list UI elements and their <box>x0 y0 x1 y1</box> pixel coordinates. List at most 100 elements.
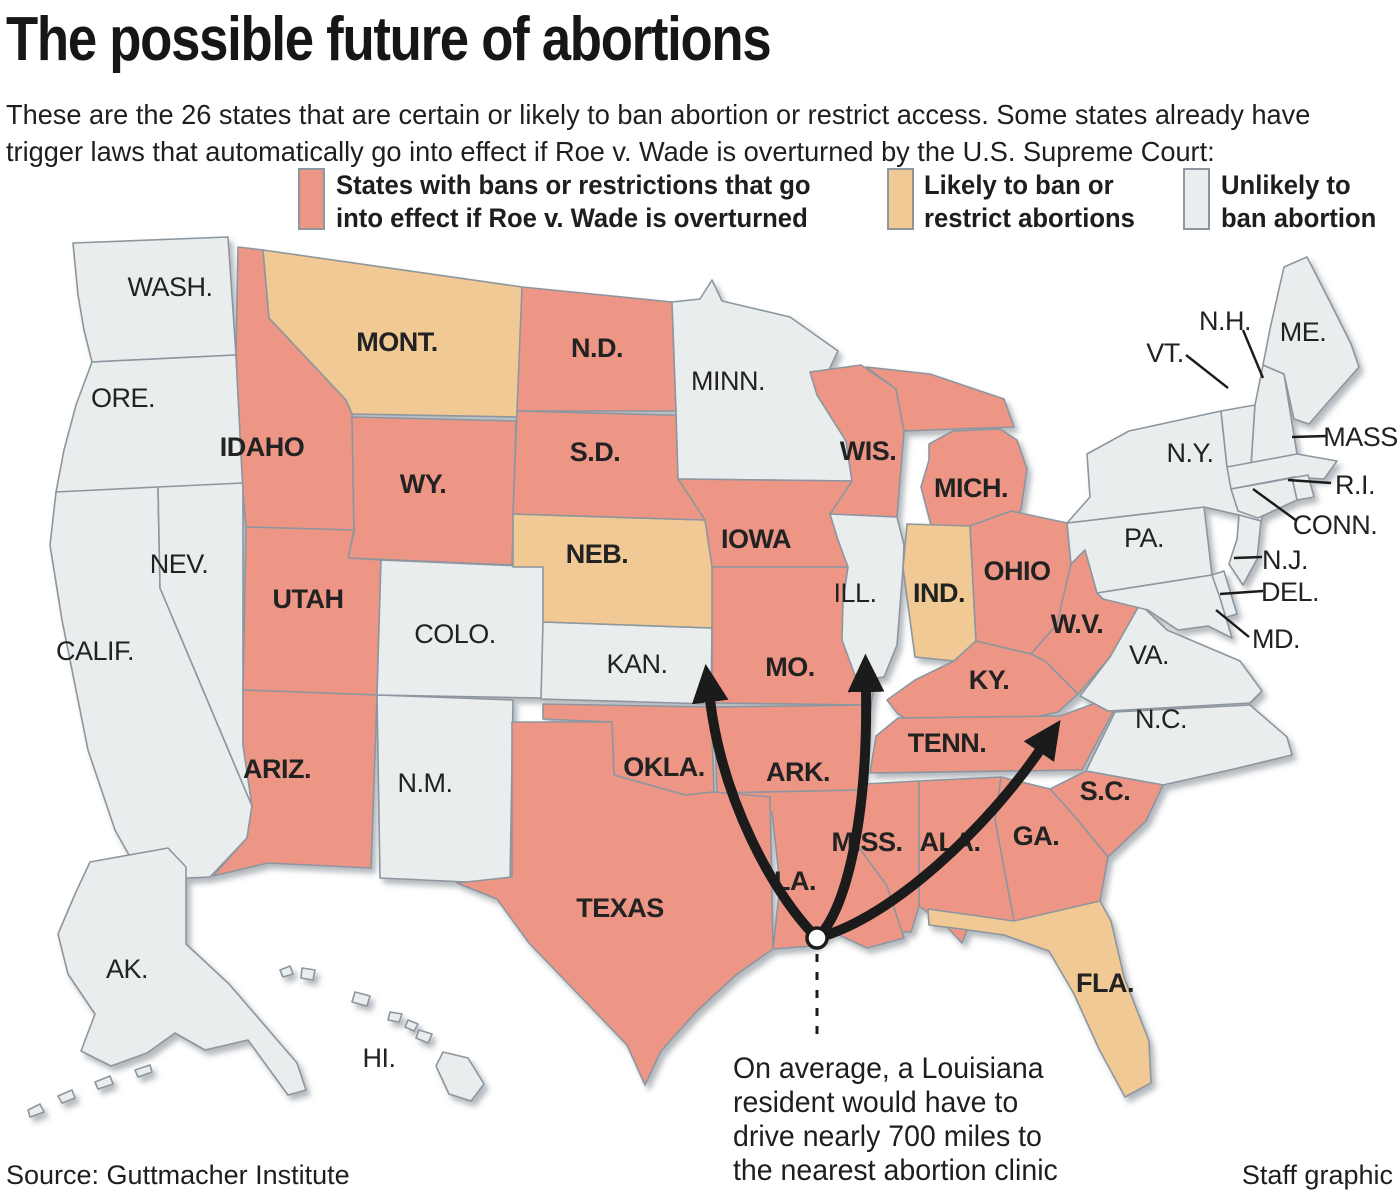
state-label-nm: N.M. <box>398 768 453 798</box>
state-ore <box>55 354 244 493</box>
legend-swatch-likely <box>887 168 914 230</box>
state-label-wy: WY. <box>400 469 447 499</box>
state-label-colo: COLO. <box>414 619 496 649</box>
label-leader-line <box>1215 609 1250 638</box>
subtitle: These are the 26 states that are certain… <box>6 96 1310 170</box>
leader-lines <box>1185 329 1332 638</box>
state-label-del: DEL. <box>1261 577 1319 607</box>
label-leader-line <box>1185 354 1229 389</box>
label-leader-line <box>1291 434 1328 439</box>
state-md <box>1096 574 1233 639</box>
state-label-ga: GA. <box>1013 821 1060 851</box>
drive-route-arrow <box>691 663 821 942</box>
state-hi <box>279 965 294 978</box>
label-leader-line <box>1233 555 1263 560</box>
state-label-wis: WIS. <box>840 436 897 466</box>
subtitle-line-1: These are the 26 states that are certain… <box>6 99 1311 130</box>
state-nj <box>1228 514 1262 586</box>
page-title: The possible future of abortions <box>6 5 772 74</box>
state-hi <box>404 1019 419 1032</box>
louisiana-origin-dot <box>805 926 829 950</box>
state-label-mont: MONT. <box>356 327 438 357</box>
drive-route-arrow <box>813 653 885 942</box>
state-label-ark: ARK. <box>766 757 830 787</box>
state-texas <box>456 721 774 1086</box>
state-ak <box>57 847 307 1096</box>
state-label-idaho: IDAHO <box>220 432 305 462</box>
state-hi <box>387 1011 403 1023</box>
state-label-nd: N.D. <box>571 333 623 363</box>
state-label-md: MD. <box>1252 624 1300 654</box>
subtitle-line-2: trigger laws that automatically go into … <box>6 136 1215 167</box>
state-label-tenn: TENN. <box>908 728 987 758</box>
state-label-nh: N.H. <box>1199 306 1251 336</box>
state-label-nj: N.J. <box>1262 545 1308 575</box>
state-label-sd: S.D. <box>570 437 621 467</box>
legend-label-ban: States with bans or restrictions that go… <box>336 170 811 233</box>
state-va <box>1079 603 1263 712</box>
travel-arrows <box>691 653 1061 943</box>
source-credit: Source: Guttmacher Institute <box>6 1160 350 1190</box>
state-label-fla: FLA. <box>1076 968 1134 998</box>
state-label-conn: CONN. <box>1293 510 1378 540</box>
state-label-okla: OKLA. <box>623 752 705 782</box>
legend-swatch-unlikely <box>1183 168 1210 230</box>
state-label-ri: R.I. <box>1335 470 1375 500</box>
state-label-mass: MASS. <box>1323 422 1399 452</box>
state-fla <box>927 900 1152 1098</box>
state-label-hi: HI. <box>362 1043 395 1073</box>
state-label-ak: AK. <box>106 954 148 984</box>
state-label-ill: ILL. <box>833 578 876 608</box>
label-leader-line <box>1241 329 1265 379</box>
state-me <box>1262 256 1360 425</box>
state-label-kan: KAN. <box>606 649 667 679</box>
label-leader-line <box>1219 589 1264 596</box>
state-label-ariz: ARIZ. <box>243 754 311 784</box>
drive-route-arrow <box>815 719 1061 943</box>
state-ak <box>57 1089 76 1104</box>
state-label-miss: MISS. <box>831 827 902 857</box>
state-label-pa: PA. <box>1124 523 1164 553</box>
state-label-ny: N.Y. <box>1166 438 1213 468</box>
state-label-calif: CALIF. <box>56 636 134 666</box>
state-label-nc: N.C. <box>1135 704 1187 734</box>
legend-swatch-ban <box>298 168 325 230</box>
state-mich <box>865 366 1015 432</box>
state-label-iowa: IOWA <box>721 524 791 554</box>
state-vt <box>1220 404 1256 468</box>
state-label-ky: KY. <box>969 665 1010 695</box>
state-label-minn: MINN. <box>691 366 765 396</box>
state-mich <box>920 428 1028 530</box>
state-label-utah: UTAH <box>273 584 344 614</box>
label-leader-line <box>1287 478 1332 485</box>
state-label-mich: MICH. <box>934 473 1008 503</box>
legend-label-likely: Likely to ban or restrict abortions <box>924 170 1135 233</box>
state-label-wv: W.V. <box>1051 609 1104 639</box>
state-label-neb: NEB. <box>566 539 629 569</box>
state-hi <box>300 967 316 981</box>
state-hi <box>351 991 371 1007</box>
state-nc <box>1085 704 1293 786</box>
state-label-texas: TEXAS <box>576 893 664 923</box>
state-label-va: VA. <box>1129 640 1169 670</box>
state-label-me: ME. <box>1280 317 1327 347</box>
label-leader-line <box>1252 488 1298 522</box>
state-nh <box>1250 364 1298 468</box>
state-label-wash: WASH. <box>128 272 213 302</box>
state-label-mo: MO. <box>765 652 815 682</box>
state-ak <box>94 1075 114 1090</box>
legend-label-unlikely: Unlikely to ban abortion <box>1221 170 1377 233</box>
state-label-nev: NEV. <box>150 549 209 579</box>
staff-credit: Staff graphic <box>1241 1160 1393 1190</box>
state-label-ohio: OHIO <box>983 556 1050 586</box>
state-label-vt: VT. <box>1146 338 1184 368</box>
state-ak <box>134 1064 153 1078</box>
state-neb <box>512 513 715 629</box>
state-label-ind: IND. <box>913 578 965 608</box>
state-hi <box>415 1029 433 1044</box>
state-ariz <box>212 689 378 877</box>
distance-annotation: On average, a Louisiana resident would h… <box>733 1052 1058 1187</box>
state-label-sc: S.C. <box>1080 776 1131 806</box>
state-label-ore: ORE. <box>91 383 155 413</box>
